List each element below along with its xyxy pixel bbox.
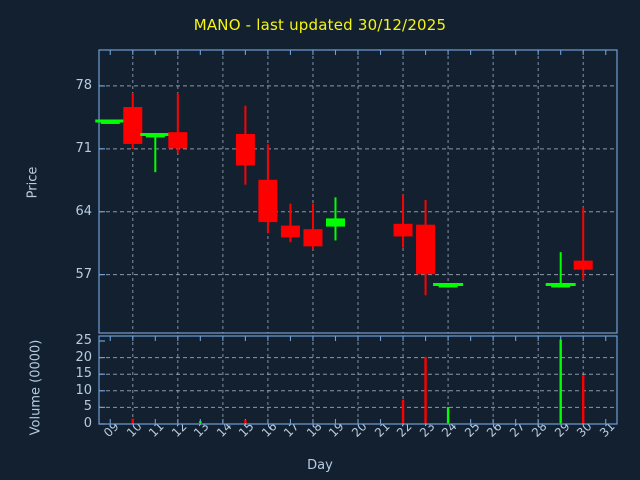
price-y-tick-group: 78 71 64 57 [52, 0, 92, 480]
volume-y-tick-label: 25 [75, 332, 92, 348]
candle-body-19 [325, 218, 345, 227]
candle-body-22 [393, 223, 413, 237]
candle-body-15 [235, 133, 255, 166]
volume-y-tick-group: 25 20 15 10 5 0 [52, 0, 92, 480]
volume-y-tick-label: 0 [83, 416, 92, 431]
candle-body-30 [573, 260, 593, 270]
price-y-tick-label: 57 [75, 266, 92, 282]
candle-body-16 [258, 179, 278, 223]
candle-body-17 [280, 225, 300, 238]
candle-body-23 [416, 224, 436, 275]
candle-body-10 [123, 106, 143, 144]
volume-y-tick-label: 10 [75, 382, 92, 398]
page-title: MANO - last updated 30/12/2025 [193, 16, 447, 34]
volume-y-tick-label: 5 [83, 399, 92, 415]
volume-y-tick-label: 20 [75, 349, 92, 365]
volume-y-tick-label: 15 [75, 366, 92, 382]
price-y-tick-label: 71 [75, 140, 92, 156]
price-y-tick-label: 64 [75, 203, 92, 219]
candle-body-18 [303, 229, 323, 247]
price-y-tick-label: 78 [75, 77, 92, 93]
x-axis-label: Day [307, 458, 333, 473]
candle-body-12 [168, 132, 188, 149]
